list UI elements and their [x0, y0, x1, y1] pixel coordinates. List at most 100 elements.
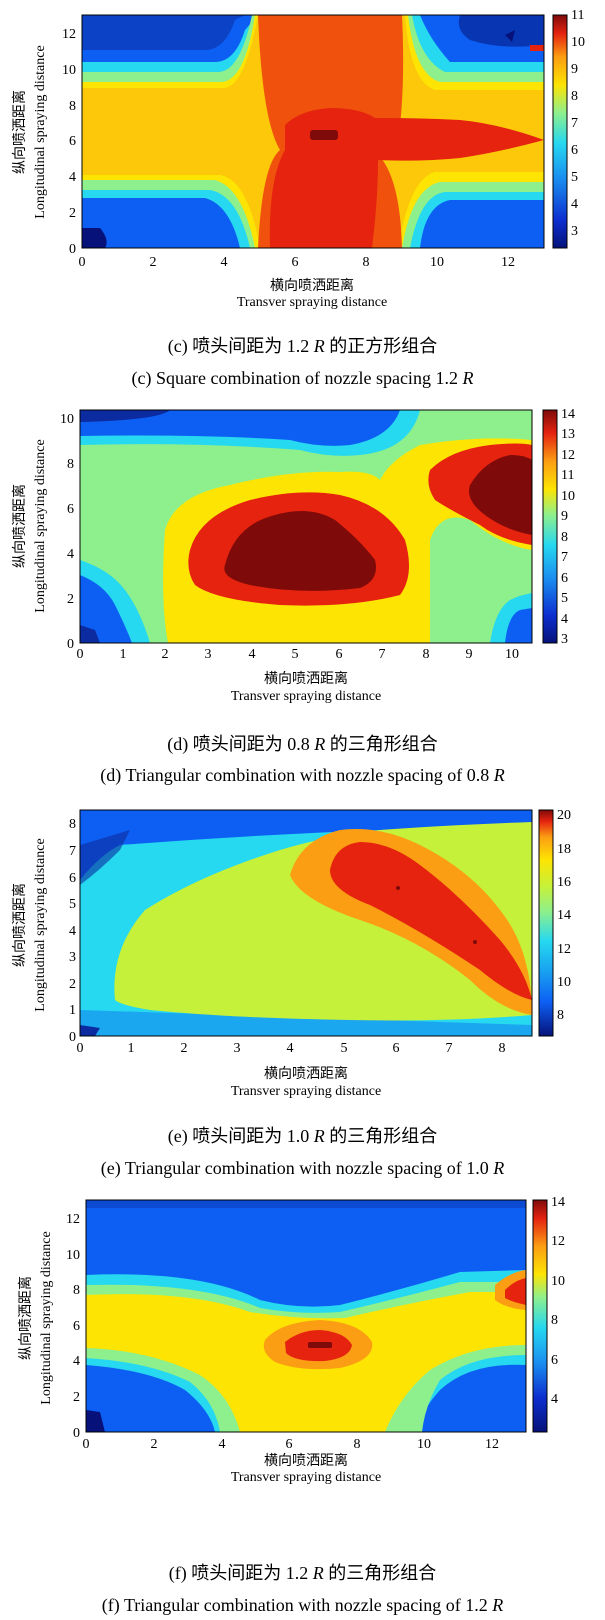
colorbar — [532, 1199, 548, 1433]
y-axis-label-cn: 纵向喷洒距离 — [11, 484, 28, 568]
chart-c: 0 2 4 6 8 10 12 0 2 4 6 8 10 12 横向喷洒距离 T… — [11, 8, 585, 310]
colorbar-tick-label: 10 — [551, 1274, 565, 1289]
colorbar-tick-label: 4 — [571, 197, 578, 212]
x-axis-label: Transver spraying distance — [231, 1470, 381, 1485]
y-tick-label: 1 — [69, 1003, 76, 1018]
y-tick-label: 7 — [69, 844, 76, 859]
x-tick-label: 8 — [354, 1437, 361, 1452]
contour-field — [80, 810, 532, 1036]
y-axis-label: Longitudinal spraying distance — [33, 838, 48, 1011]
y-tick-label: 6 — [73, 1319, 80, 1334]
chart-f: 0 2 4 6 8 10 12 0 2 4 6 8 10 12 横向喷洒距离 T… — [17, 1195, 565, 1485]
x-axis-label-cn: 横向喷洒距离 — [264, 670, 348, 687]
x-tick-label: 9 — [466, 647, 473, 662]
y-tick-label: 12 — [66, 1212, 80, 1227]
y-tick-label: 3 — [69, 950, 76, 965]
colorbar-tick-label: 8 — [551, 1313, 558, 1328]
y-tick-label: 6 — [69, 134, 76, 149]
y-axis-label: Longitudinal spraying distance — [33, 439, 48, 612]
y-ticks: 0 2 4 6 8 10 — [60, 412, 74, 652]
colorbar-tick-label: 10 — [561, 489, 575, 504]
x-tick-label: 6 — [336, 647, 343, 662]
x-tick-label: 0 — [79, 255, 86, 270]
y-tick-label: 2 — [67, 592, 74, 607]
y-axis-label-cn: 纵向喷洒距离 — [11, 90, 28, 174]
x-tick-label: 8 — [499, 1041, 506, 1056]
colorbar-tick-label: 8 — [557, 1008, 564, 1023]
caption-d-en: (d) Triangular combination with nozzle s… — [100, 765, 505, 785]
y-tick-label: 5 — [69, 897, 76, 912]
y-tick-label: 10 — [60, 412, 74, 427]
plot-frame — [79, 409, 533, 644]
x-tick-label: 7 — [379, 647, 386, 662]
x-ticks: 0 1 2 3 4 5 6 7 8 — [77, 1041, 506, 1056]
colorbar-tick-label: 10 — [571, 35, 585, 50]
x-tick-label: 4 — [287, 1041, 294, 1056]
y-axis-label-cn: 纵向喷洒距离 — [11, 883, 28, 967]
y-tick-label: 8 — [67, 457, 74, 472]
colorbar-tick-label: 7 — [561, 550, 568, 565]
y-tick-label: 2 — [69, 977, 76, 992]
y-axis-label: Longitudinal spraying distance — [33, 45, 48, 218]
x-tick-label: 6 — [286, 1437, 293, 1452]
colorbar-tick-label: 8 — [561, 530, 568, 545]
x-tick-label: 10 — [417, 1437, 431, 1452]
colorbar-tick-label: 6 — [551, 1353, 558, 1368]
x-tick-label: 1 — [128, 1041, 135, 1056]
colorbar-tick-label: 6 — [561, 571, 568, 586]
x-tick-label: 5 — [341, 1041, 348, 1056]
colorbar-tick-label: 20 — [557, 808, 571, 823]
caption-f-cn: (f) 喷头间距为 1.2 R 的三角形组合 — [168, 1563, 437, 1583]
y-tick-label: 6 — [69, 871, 76, 886]
y-tick-label: 4 — [69, 924, 76, 939]
colorbar-tick-label: 12 — [551, 1234, 565, 1249]
caption-c-cn: (c) 喷头间距为 1.2 R 的正方形组合 — [167, 336, 438, 356]
y-tick-label: 8 — [69, 99, 76, 114]
y-tick-label: 12 — [62, 27, 76, 42]
colorbar-tick-label: 11 — [571, 8, 584, 23]
x-axis-label-cn: 横向喷洒距离 — [264, 1065, 348, 1082]
x-ticks: 0 2 4 6 8 10 12 — [79, 255, 516, 270]
x-tick-label: 10 — [430, 255, 444, 270]
colorbar-tick-label: 7 — [571, 116, 578, 131]
colorbar-tick-label: 5 — [571, 170, 578, 185]
colorbar-ticks: 4 6 8 10 12 14 — [551, 1195, 565, 1407]
colorbar-tick-label: 5 — [561, 591, 568, 606]
colorbar-ticks: 8 10 12 14 16 18 20 — [557, 808, 571, 1023]
colorbar-tick-label: 18 — [557, 842, 571, 857]
y-tick-label: 10 — [62, 63, 76, 78]
y-axis-label-cn: 纵向喷洒距离 — [17, 1276, 34, 1360]
x-tick-label: 12 — [501, 255, 515, 270]
caption-e-cn: (e) 喷头间距为 1.0 R 的三角形组合 — [167, 1126, 438, 1146]
colorbar — [542, 409, 558, 644]
colorbar-tick-label: 3 — [571, 224, 578, 239]
y-tick-label: 6 — [67, 502, 74, 517]
x-tick-label: 2 — [151, 1437, 158, 1452]
x-tick-label: 4 — [221, 255, 228, 270]
x-tick-label: 3 — [205, 647, 212, 662]
colorbar-tick-label: 16 — [557, 875, 571, 890]
x-tick-label: 3 — [234, 1041, 241, 1056]
x-tick-label: 0 — [77, 1041, 84, 1056]
colorbar-tick-label: 6 — [571, 143, 578, 158]
x-tick-label: 7 — [446, 1041, 453, 1056]
x-ticks: 0 1 2 3 4 5 6 7 8 9 10 — [77, 647, 520, 662]
x-tick-label: 8 — [423, 647, 430, 662]
y-tick-label: 4 — [67, 547, 74, 562]
x-tick-label: 8 — [363, 255, 370, 270]
contour-field — [80, 410, 532, 643]
colorbar-ticks: 3 4 5 6 7 8 9 10 11 12 13 14 — [561, 407, 575, 647]
caption-d-cn: (d) 喷头间距为 0.8 R 的三角形组合 — [167, 734, 438, 754]
x-tick-label: 12 — [485, 1437, 499, 1452]
x-axis-label-cn: 横向喷洒距离 — [270, 277, 354, 294]
y-tick-label: 4 — [69, 170, 76, 185]
x-tick-label: 0 — [77, 647, 84, 662]
x-tick-label: 2 — [181, 1041, 188, 1056]
x-tick-label: 2 — [162, 647, 169, 662]
caption-e-en: (e) Triangular combination with nozzle s… — [100, 1158, 505, 1178]
x-axis-label: Transver spraying distance — [231, 1084, 381, 1099]
x-tick-label: 4 — [249, 647, 256, 662]
x-tick-label: 2 — [150, 255, 157, 270]
colorbar-tick-label: 11 — [561, 468, 574, 483]
y-tick-label: 0 — [69, 1030, 76, 1045]
